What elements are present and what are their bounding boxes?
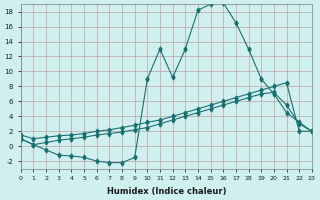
X-axis label: Humidex (Indice chaleur): Humidex (Indice chaleur) [107,187,226,196]
